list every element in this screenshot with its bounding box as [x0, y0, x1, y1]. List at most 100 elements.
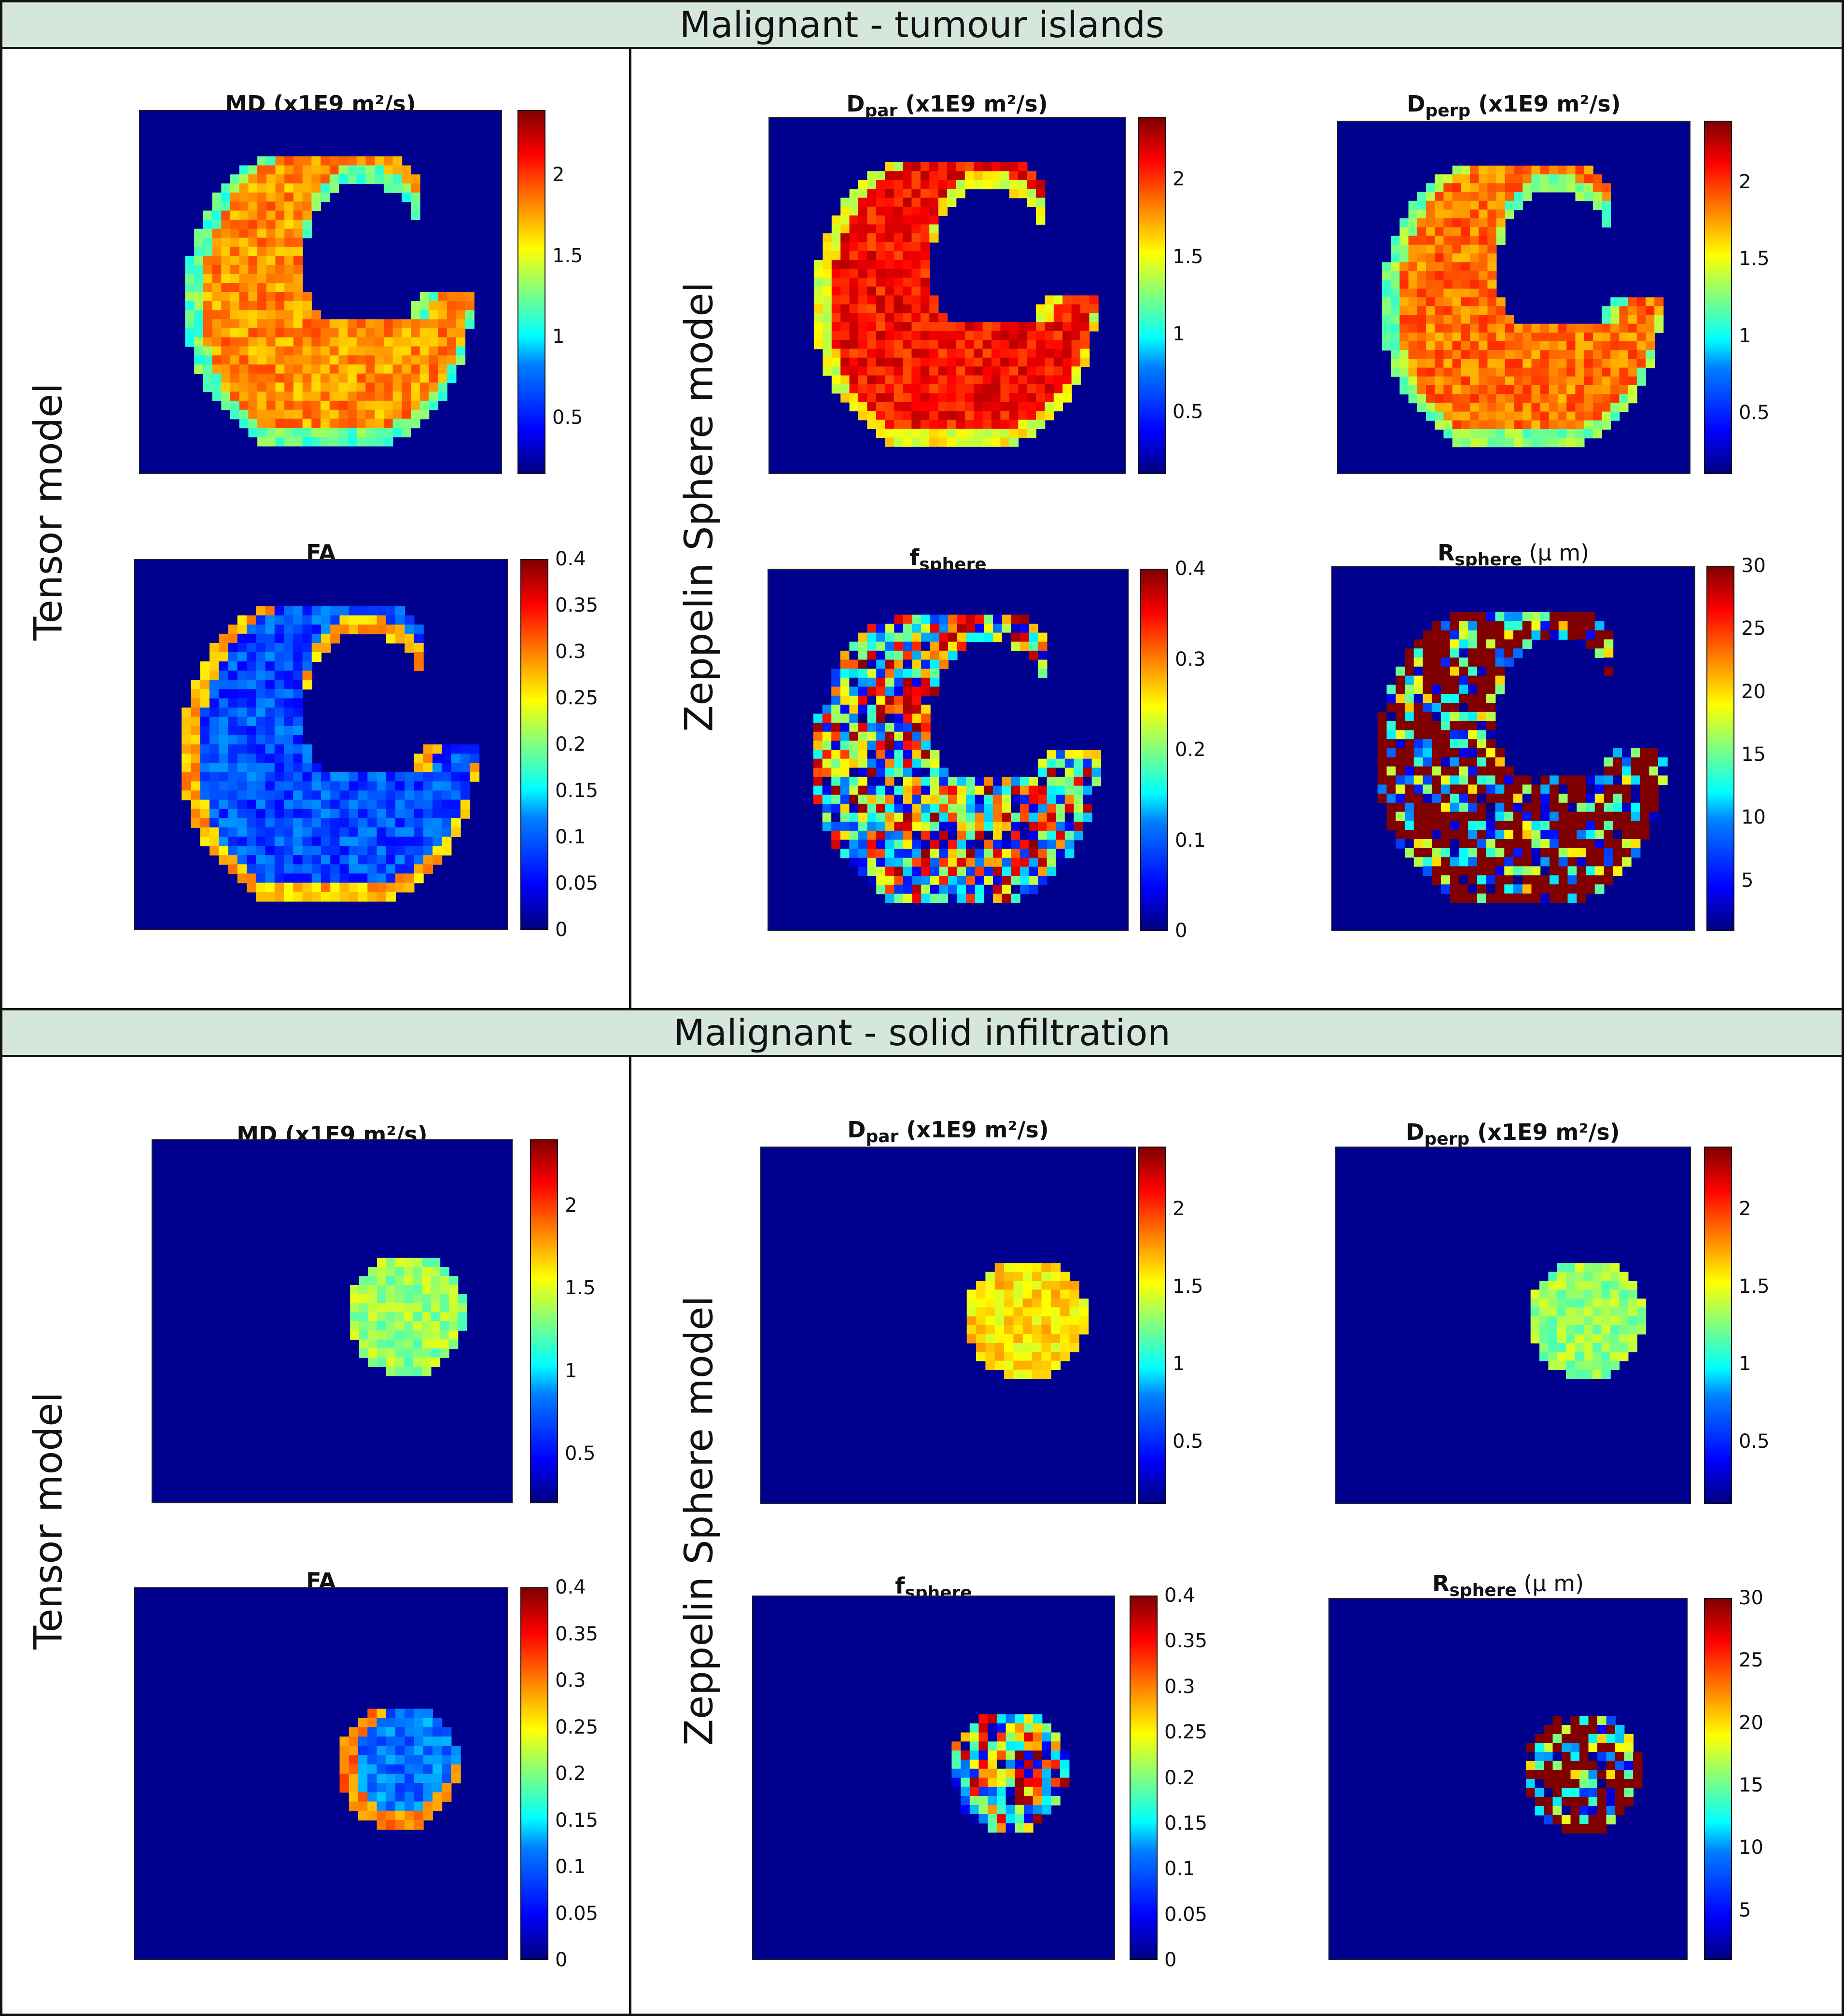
map-pixel	[275, 437, 285, 447]
map-pixel	[456, 319, 466, 329]
map-pixel	[1549, 341, 1558, 351]
map-pixel	[903, 650, 913, 660]
map-pixel	[1602, 306, 1611, 316]
map-pixel	[284, 401, 294, 410]
map-pixel	[212, 310, 222, 320]
map-pixel	[938, 313, 948, 323]
map-pixel	[1405, 802, 1414, 812]
map-pixel	[1479, 350, 1488, 360]
map-pixel	[219, 754, 229, 764]
map-pixel	[1461, 227, 1470, 237]
map-pixel	[994, 1263, 1005, 1273]
map-pixel	[1575, 323, 1585, 333]
map-pixel	[1071, 375, 1081, 385]
map-pixel	[1004, 1352, 1014, 1361]
map-pixel	[1526, 1761, 1536, 1771]
map-pixel	[404, 1258, 414, 1268]
map-pixel	[975, 876, 985, 885]
map-pixel	[1413, 712, 1424, 722]
map-pixel	[1523, 385, 1532, 395]
map-pixel	[1015, 1723, 1024, 1733]
map-pixel	[265, 744, 275, 755]
map-pixel	[894, 857, 904, 868]
map-pixel	[1426, 359, 1436, 368]
map-pixel	[1459, 703, 1469, 713]
map-pixel	[1513, 893, 1523, 903]
map-pixel	[840, 295, 850, 305]
map-pixel	[976, 1325, 986, 1335]
map-pixel	[442, 799, 452, 810]
colorbar-tick-label: 1.5	[1739, 1275, 1770, 1298]
map-pixel	[992, 162, 1001, 172]
map-pixel	[368, 1294, 377, 1304]
map-pixel	[275, 220, 285, 229]
map-pixel	[228, 754, 238, 764]
map-pixel	[1033, 1768, 1043, 1778]
map-pixel	[414, 809, 424, 819]
map-pixel	[1396, 685, 1405, 695]
map-pixel	[212, 265, 222, 275]
map-pixel	[1505, 174, 1514, 184]
map-pixel	[984, 795, 993, 804]
map-pixel	[411, 346, 420, 356]
map-pixel	[885, 795, 895, 804]
map-pixel	[275, 183, 285, 193]
map-pixel	[867, 876, 877, 885]
map-pixel	[284, 382, 294, 392]
map-pixel	[831, 251, 841, 261]
map-pixel	[1631, 839, 1641, 849]
map-pixel	[1619, 1334, 1629, 1344]
map-pixel	[302, 437, 312, 447]
map-pixel	[1020, 785, 1030, 796]
panel-title-main: D	[1406, 1119, 1425, 1145]
map-pixel	[1583, 1281, 1593, 1290]
map-pixel	[1588, 1734, 1598, 1744]
map-pixel	[365, 156, 376, 166]
map-pixel	[433, 1736, 443, 1747]
colorbar-tick-label: 30	[1741, 555, 1766, 577]
map-pixel	[1413, 857, 1424, 867]
map-pixel	[858, 677, 868, 687]
map-pixel	[1636, 359, 1646, 368]
map-pixel	[1432, 621, 1441, 631]
map-pixel	[422, 1276, 432, 1286]
map-pixel	[1405, 775, 1414, 785]
map-pixel	[1041, 1289, 1051, 1299]
map-pixel	[1423, 739, 1433, 749]
map-pixel	[265, 790, 275, 800]
map-pixel	[966, 857, 976, 868]
map-pixel	[411, 364, 420, 374]
map-pixel	[1408, 350, 1418, 360]
map-pixel	[1593, 411, 1602, 421]
map-pixel	[274, 864, 284, 874]
map-pixel	[1020, 840, 1030, 850]
map-pixel	[1594, 802, 1605, 812]
map-pixel	[849, 260, 859, 269]
map-pixel	[386, 855, 396, 865]
map-pixel	[984, 884, 993, 895]
map-pixel	[1514, 403, 1523, 412]
map-pixel	[219, 790, 229, 800]
map-pixel	[210, 772, 220, 782]
map-pixel	[284, 210, 294, 220]
map-pixel	[460, 790, 470, 800]
map-pixel	[359, 1321, 369, 1331]
map-pixel	[330, 827, 340, 837]
map-pixel	[451, 818, 461, 828]
map-pixel	[239, 419, 249, 429]
map-pixel	[867, 803, 877, 813]
map-pixel	[956, 375, 965, 385]
map-pixel	[311, 799, 321, 810]
map-pixel	[266, 355, 276, 365]
map-pixel	[433, 1783, 443, 1793]
map-pixel	[1584, 166, 1593, 175]
map-pixel	[1486, 675, 1496, 686]
map-pixel	[185, 337, 195, 347]
map-pixel	[1405, 685, 1414, 695]
map-pixel	[939, 822, 949, 831]
map-pixel	[293, 809, 303, 819]
map-pixel	[921, 669, 931, 678]
map-pixel	[939, 857, 949, 868]
map-pixel	[822, 795, 832, 804]
map-pixel	[1477, 721, 1487, 731]
